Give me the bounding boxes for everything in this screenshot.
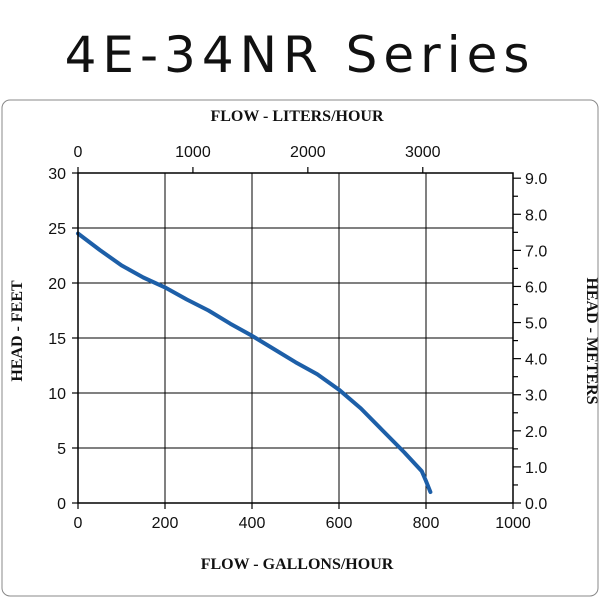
x2-tick-label: 0 (74, 144, 83, 161)
x-axis-title: FLOW - GALLONS/HOUR (201, 556, 394, 573)
chart-border (1, 99, 599, 597)
y2-axis-title: HEAD - METERS (583, 277, 600, 404)
x-tick-label: 800 (413, 515, 440, 532)
x2-axis-title: FLOW - LITERS/HOUR (210, 108, 384, 125)
y2-tick-label: 9.0 (525, 171, 547, 188)
y2-tick-label: 6.0 (525, 279, 547, 296)
y-tick-label: 30 (48, 166, 66, 183)
y-tick-label: 25 (48, 221, 66, 238)
plot-frame (77, 172, 514, 504)
x-tick-label: 0 (74, 515, 83, 532)
x-tick-label: 600 (326, 515, 353, 532)
x-tick-label: 200 (152, 515, 179, 532)
y-tick-label: 20 (48, 276, 66, 293)
y2-tick-label: 1.0 (525, 460, 547, 477)
tick-marks (72, 167, 521, 509)
x2-tick-label: 1000 (175, 144, 211, 161)
y2-tick-label: 7.0 (525, 243, 547, 260)
x-tick-label: 1000 (495, 515, 531, 532)
y-tick-label: 10 (48, 386, 66, 403)
x-tick-label: 400 (239, 515, 266, 532)
y2-tick-label: 2.0 (525, 424, 547, 441)
pump-curve-line (76, 231, 433, 494)
y2-tick-label: 0.0 (525, 496, 547, 513)
x2-tick-label: 3000 (405, 144, 441, 161)
y2-tick-label: 4.0 (525, 352, 547, 369)
y2-tick-label: 8.0 (525, 207, 547, 224)
chart-title: 4E-34NR Series (65, 26, 536, 84)
y-tick-label: 0 (57, 496, 66, 513)
grid (77, 172, 514, 504)
y-axis-title: HEAD - FEET (9, 280, 26, 382)
x2-tick-label: 2000 (290, 144, 326, 161)
y2-tick-label: 3.0 (525, 388, 547, 405)
y-tick-label: 15 (48, 331, 66, 348)
y2-tick-label: 5.0 (525, 316, 547, 333)
tick-labels: 0 200 400 600 800 1000 0 5 10 15 20 25 30 0 1000 2000 30… (48, 144, 547, 532)
y-tick-label: 5 (57, 441, 66, 458)
